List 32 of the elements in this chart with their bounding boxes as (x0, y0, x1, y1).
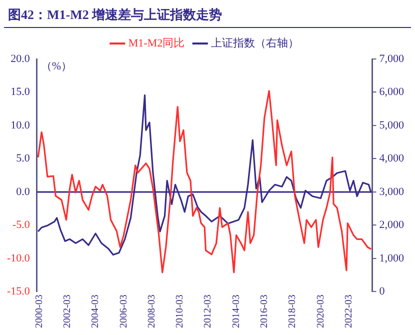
y-tick-label: -5.0 (12, 219, 30, 232)
y2-tick-label: 2,000 (379, 219, 404, 232)
x-tick-label: 2022-03 (343, 294, 354, 328)
x-tick-label: 2002-03 (62, 294, 74, 328)
x-tick-label: 2020-03 (315, 294, 326, 328)
y-tick-label: -15.0 (6, 286, 30, 298)
y-tick-label: 20.0 (10, 52, 30, 65)
y2-tick-label: 5,000 (379, 119, 404, 132)
y2-tick-label: 1,000 (379, 252, 404, 264)
y-tick-label: 15.0 (10, 86, 30, 98)
y2-tick-label: 6,000 (379, 86, 404, 98)
legend-label: 上证指数（右轴） (211, 36, 300, 50)
chart-title: 图42：M1-M2 增速差与上证指数走势 (4, 0, 411, 28)
legend-label: M1-M2同比 (128, 36, 185, 50)
y-tick-label: 10.0 (10, 119, 30, 132)
x-tick-label: 2006-03 (118, 294, 130, 328)
x-tick-label: 2004-03 (90, 294, 102, 328)
y-tick-label: -10.0 (6, 252, 30, 264)
x-tick-label: 2018-03 (287, 294, 298, 328)
y-tick-label: 0.0 (16, 186, 30, 198)
y2-tick-label: 0 (379, 286, 386, 298)
y2-tick-label: 3,000 (379, 186, 404, 198)
y-tick-label: 5.0 (16, 152, 30, 165)
y2-tick-label: 7,000 (379, 52, 404, 65)
x-tick-label: 2012-03 (202, 294, 214, 328)
x-tick-label: 2000-03 (34, 294, 45, 328)
y-axis-title: （%） (40, 60, 72, 72)
x-tick-label: 2008-03 (146, 294, 158, 328)
x-tick-label: 2016-03 (259, 294, 270, 328)
x-tick-label: 2014-03 (230, 294, 242, 328)
y2-tick-label: 4,000 (379, 152, 404, 165)
x-tick-label: 2010-03 (174, 294, 186, 328)
